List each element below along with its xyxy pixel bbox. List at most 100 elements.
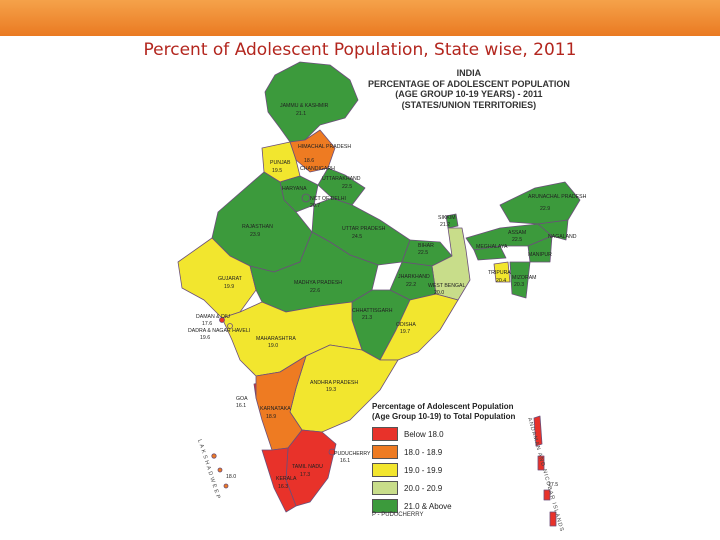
label-kerala: KERALA <box>276 476 297 482</box>
legend-item: Below 18.0 <box>372 426 552 442</box>
legend-swatch <box>372 427 398 441</box>
label-manipur: MANIPUR <box>528 252 552 258</box>
label-daman-diu: DAMAN & DIU <box>196 314 230 320</box>
legend-item: 20.0 - 20.9 <box>372 480 552 496</box>
value-andaman-nicobar: 17.5 <box>548 482 558 488</box>
label-assam: ASSAM <box>508 230 526 236</box>
region-gujarat <box>177 237 257 319</box>
label-jammu-kashmir: JAMMU & KASHMIR <box>280 103 329 109</box>
value-rajasthan: 23.9 <box>250 232 260 238</box>
label-madhya-pradesh: MADHYA PRADESH <box>294 280 342 286</box>
value-lakshadweep: 18.0 <box>226 474 236 480</box>
label-puducherry: PUDUCHERRY <box>334 451 371 457</box>
label-uttarakhand: UTTARAKHAND <box>322 176 361 182</box>
region-andaman-nicobar <box>549 511 557 527</box>
value-maharashtra: 19.0 <box>268 343 278 349</box>
label-nagaland: NAGALAND <box>548 234 577 240</box>
legend-swatch <box>372 481 398 495</box>
value-dadra-nagar-haveli: 19.6 <box>200 335 210 341</box>
label-dadra-nagar-haveli: DADRA & NAGAR HAVELI <box>188 328 250 334</box>
value-jammu-kashmir: 21.1 <box>296 111 306 117</box>
value-karnataka: 18.9 <box>266 414 276 420</box>
region-himachal-pradesh <box>289 129 336 173</box>
legend-label: 19.0 - 19.9 <box>404 465 443 475</box>
label-meghalaya: MEGHALAYA <box>476 244 508 250</box>
region-puducherry <box>328 448 336 456</box>
label-haryana: HARYANA <box>282 186 307 192</box>
map-legend: Percentage of Adolescent Population (Age… <box>372 402 552 514</box>
label-arunachal-pradesh: ARUNACHAL PRADESH <box>528 194 587 200</box>
region-manipur <box>527 235 553 263</box>
value-gujarat: 19.9 <box>224 284 234 290</box>
region-lakshadweep <box>211 453 217 459</box>
label-punjab: PUNJAB <box>270 160 291 166</box>
legend-item: 19.0 - 19.9 <box>372 462 552 478</box>
region-arunachal-pradesh <box>499 181 581 225</box>
legend-swatch <box>372 463 398 477</box>
value-puducherry: 16.1 <box>340 458 350 464</box>
label-rajasthan: RAJASTHAN <box>242 224 273 230</box>
region-jammu-kashmir <box>264 61 359 143</box>
value-goa: 16.1 <box>236 403 246 409</box>
region-lakshadweep <box>217 467 223 473</box>
value-west-bengal: 20.0 <box>434 290 444 296</box>
label-himachal-pradesh: HIMACHAL PRADESH <box>298 144 351 150</box>
value-uttar-pradesh: 24.5 <box>352 234 362 240</box>
map-heading-line: INDIA <box>456 68 482 78</box>
region-andaman-nicobar <box>543 489 551 501</box>
region-kerala <box>261 447 297 513</box>
slide-title: Percent of Adolescent Population, State … <box>143 40 577 60</box>
label-mizoram: MIZORAM <box>512 275 537 281</box>
region-mizoram <box>509 261 531 299</box>
label-uttar-pradesh: UTTAR PRADESH <box>342 226 386 232</box>
region-meghalaya <box>473 245 507 261</box>
legend-label: 18.0 - 18.9 <box>404 447 443 457</box>
value-mizoram: 20.3 <box>514 282 524 288</box>
value-andhra-pradesh: 19.3 <box>326 387 336 393</box>
label-delhi: NCT OF DELHI <box>310 196 346 202</box>
region-tripura <box>493 261 511 283</box>
value-kerala: 16.3 <box>278 484 288 490</box>
value-arunachal-pradesh: 22.9 <box>540 206 550 212</box>
label-bihar: BIHAR <box>418 243 434 249</box>
value-bihar: 22.5 <box>418 250 428 256</box>
region-lakshadweep <box>223 483 229 489</box>
label-chandigarh: CHANDIGARH <box>300 166 335 172</box>
label-tamil-nadu: TAMIL NADU <box>292 464 323 470</box>
label-karnataka: KARNATAKA <box>260 406 291 412</box>
region-delhi <box>301 193 311 203</box>
legend-item: 21.0 & Above <box>372 498 552 514</box>
map-heading-line: (STATES/UNION TERRITORIES) <box>401 99 537 110</box>
value-delhi: 20.7 <box>310 203 320 209</box>
map-heading-line: (AGE GROUP 10-19 YEARS) - 2011 <box>395 89 543 99</box>
value-jharkhand: 22.2 <box>406 282 416 288</box>
map-heading-line: PERCENTAGE OF ADOLESCENT POPULATION <box>368 78 570 89</box>
value-punjab: 19.5 <box>272 168 282 174</box>
value-sikkim: 21.2 <box>440 222 450 228</box>
region-odisha <box>379 293 459 361</box>
legend-label: 21.0 & Above <box>404 501 452 511</box>
region-andaman-nicobar <box>533 415 543 447</box>
value-odisha: 19.7 <box>400 329 410 335</box>
label-goa: GOA <box>236 396 248 402</box>
label-sikkim: SIKKIM <box>438 215 456 221</box>
label-jharkhand: JHARKHAND <box>398 274 430 280</box>
region-sikkim <box>445 213 459 229</box>
region-andaman-nicobar <box>537 455 545 471</box>
region-daman-diu <box>219 317 225 323</box>
map-heading: INDIA PERCENTAGE OF ADOLESCENT POPULATIO… <box>368 68 570 110</box>
label-gujarat: GUJARAT <box>218 276 243 282</box>
legend-label: 20.0 - 20.9 <box>404 483 443 493</box>
value-tripura: 20.4 <box>496 278 506 284</box>
value-himachal-pradesh: 18.6 <box>304 158 314 164</box>
legend-title-line: (Age Group 10-19) to Total Population <box>372 412 516 421</box>
label-tripura: TRIPURA <box>488 270 511 276</box>
value-assam: 22.5 <box>512 237 522 243</box>
value-daman-diu: 17.6 <box>202 321 212 327</box>
legend-label: Below 18.0 <box>404 429 444 439</box>
label-chhattisgarh: CHHATTISGARH <box>352 308 393 314</box>
value-madhya-pradesh: 22.6 <box>310 288 320 294</box>
region-dadra-nagar-haveli <box>227 323 233 329</box>
label-odisha: ODISHA <box>396 322 416 328</box>
